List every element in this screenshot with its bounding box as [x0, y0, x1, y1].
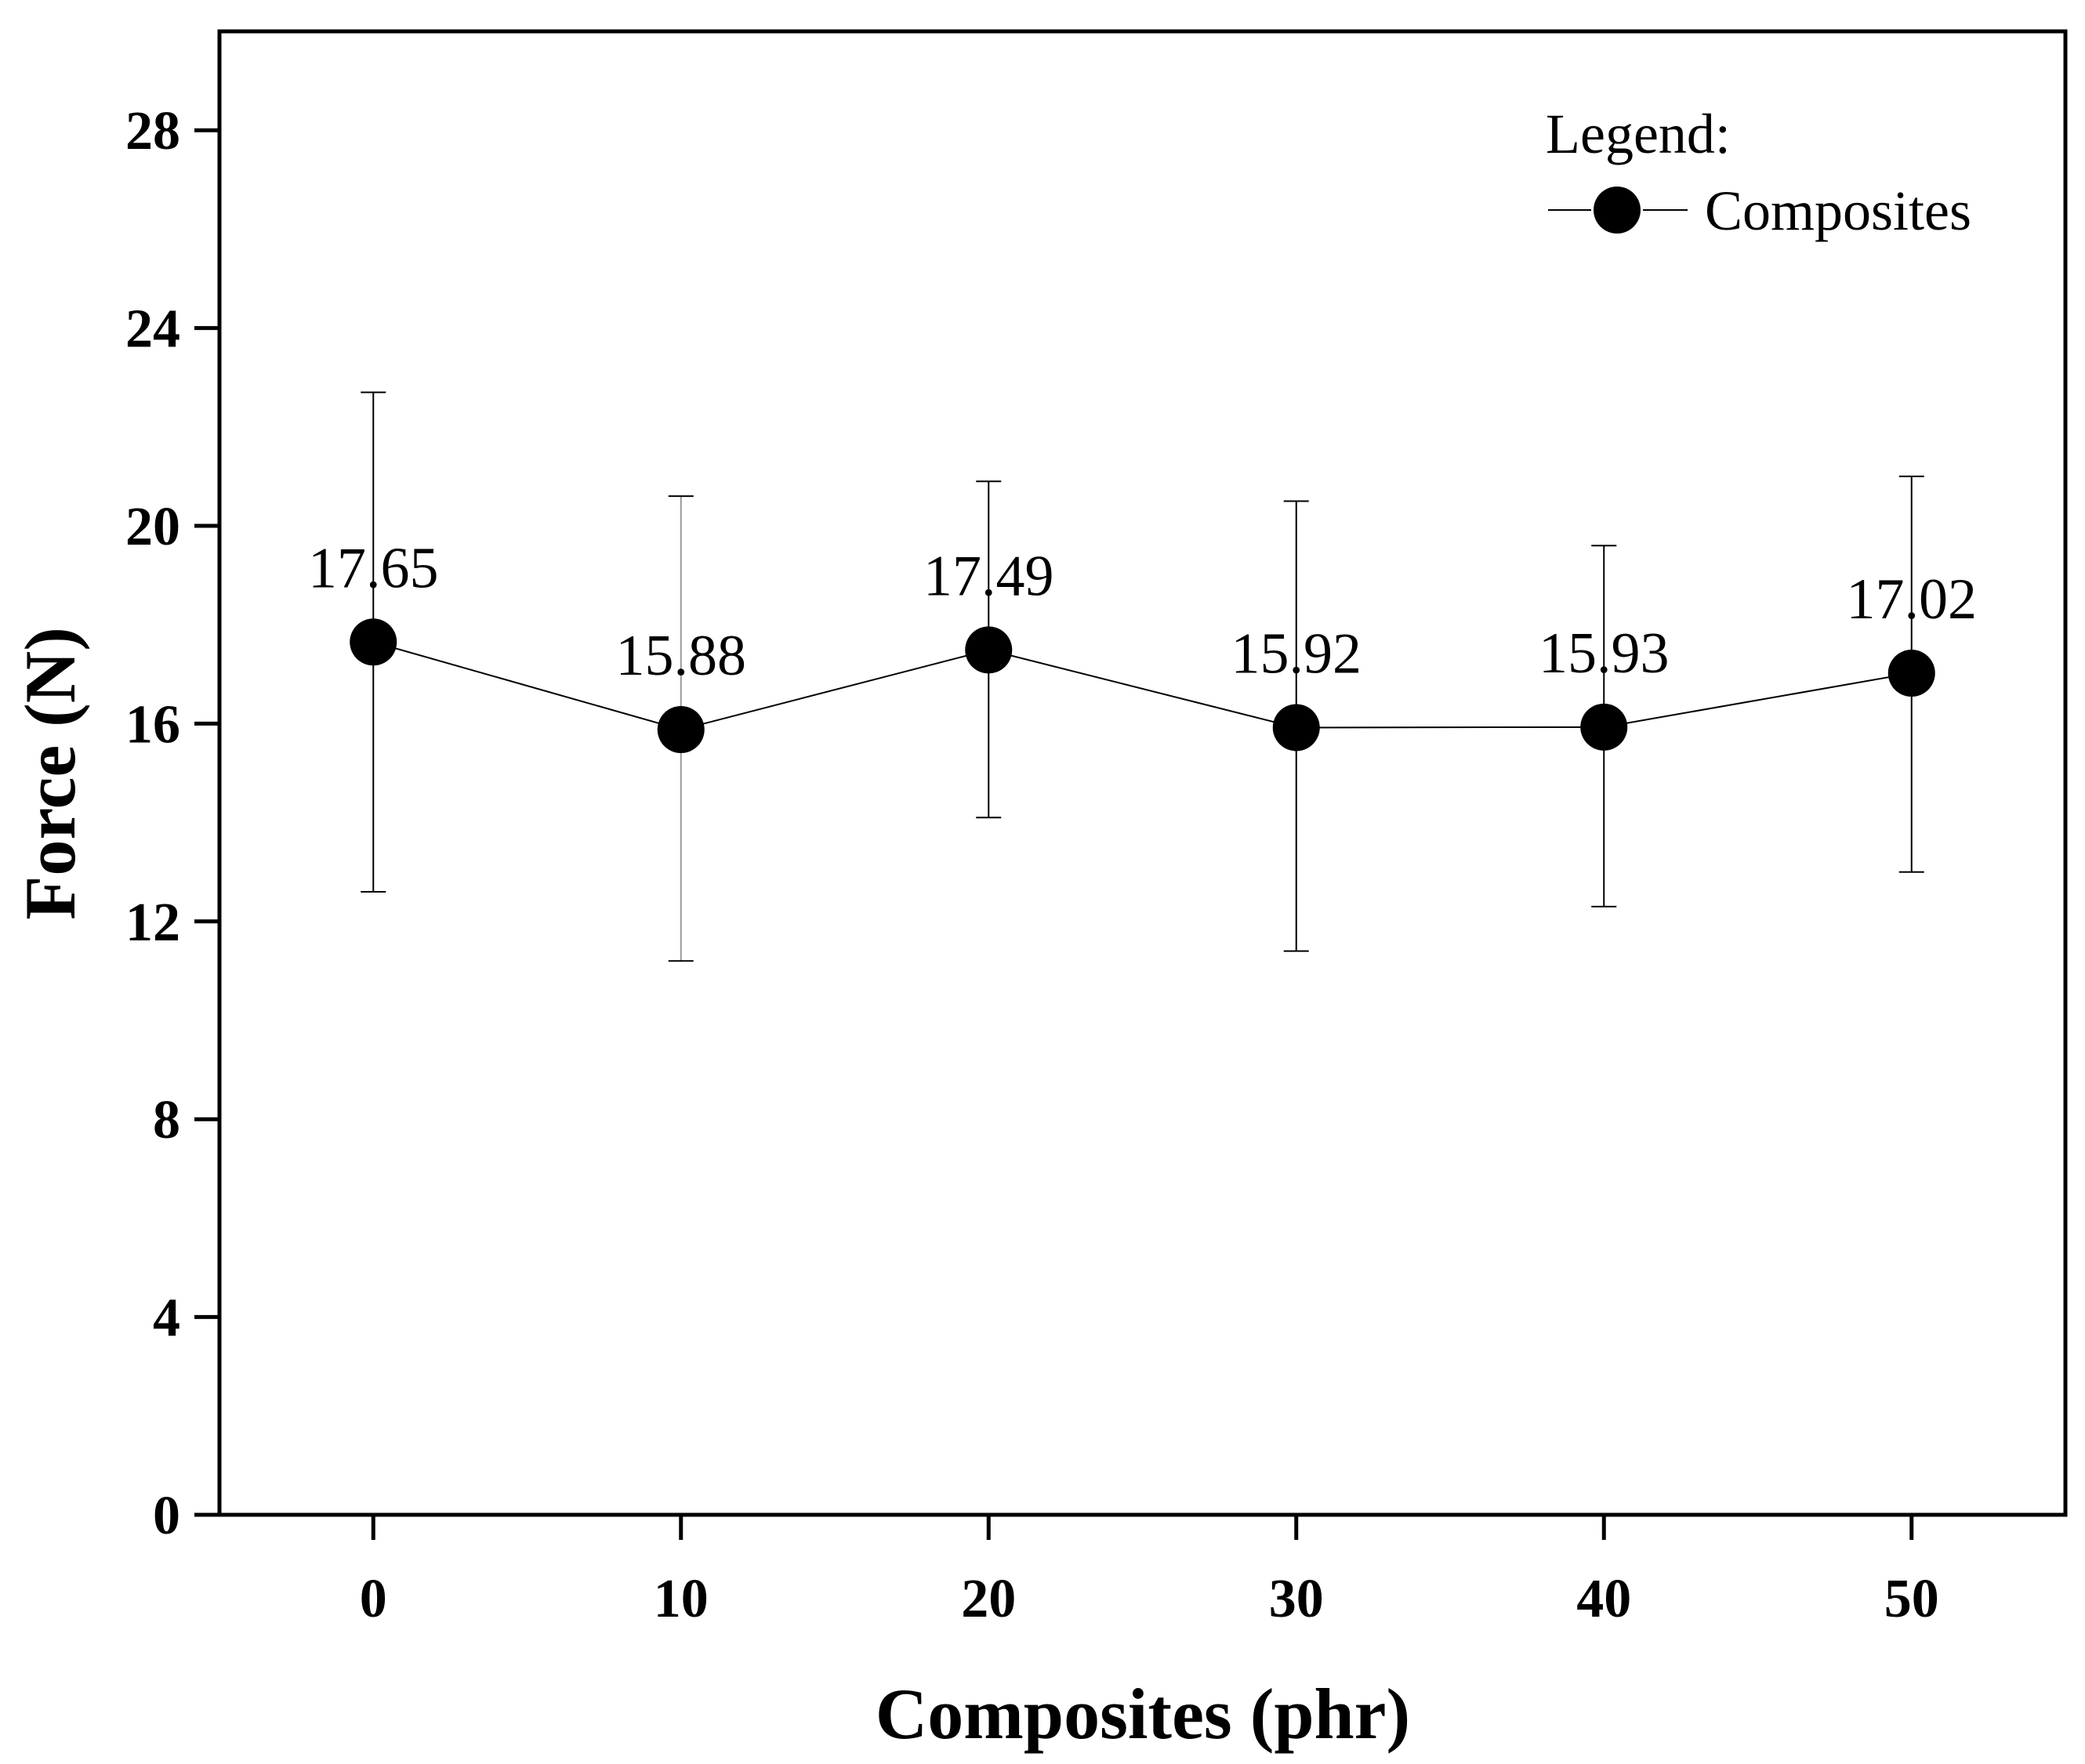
- legend-title: Legend:: [1546, 103, 1731, 165]
- data-point-10: [657, 705, 705, 753]
- markers: [350, 618, 1935, 753]
- plot-frame: [217, 29, 2068, 1517]
- legend-marker: [1594, 187, 1641, 234]
- y-tick-label-20: 20: [125, 497, 180, 557]
- y-tick-label-12: 12: [125, 893, 180, 953]
- data-point-50: [1887, 650, 1935, 697]
- y-tick-label-4: 4: [153, 1288, 180, 1349]
- data-label-20: 17.49: [923, 544, 1054, 608]
- x-tick-label-0: 0: [360, 1569, 387, 1629]
- x-tick-label-40: 40: [1576, 1569, 1631, 1629]
- y-axis: 0 4 8 12 16 20 24 28: [125, 101, 219, 1546]
- data-point-20: [965, 626, 1013, 674]
- x-tick-label-20: 20: [961, 1569, 1016, 1629]
- y-axis-title: Force (N): [10, 627, 90, 920]
- y-tick-label-16: 16: [125, 694, 180, 755]
- error-bars: [361, 391, 1924, 962]
- x-axis-title: Composites (phr): [876, 1674, 1410, 1754]
- data-label-50: 17.02: [1847, 567, 1978, 632]
- data-label-40: 15.93: [1539, 621, 1670, 686]
- legend: Legend: Composites: [1546, 103, 1971, 242]
- legend-entry-composites: Composites: [1705, 179, 1971, 242]
- data-point-0: [350, 618, 397, 666]
- x-tick-label-30: 30: [1269, 1569, 1324, 1629]
- data-label-10: 15.88: [616, 624, 747, 688]
- data-labels: 17.65 15.88 17.49 15.92 15.93 17.02: [308, 536, 1977, 688]
- y-tick-label-24: 24: [125, 299, 180, 360]
- x-tick-label-10: 10: [654, 1569, 709, 1629]
- y-tick-label-0: 0: [153, 1486, 180, 1546]
- series-line-composites: [372, 641, 1912, 731]
- data-label-30: 15.92: [1231, 621, 1362, 686]
- y-tick-label-28: 28: [125, 101, 180, 161]
- data-point-40: [1580, 703, 1628, 751]
- x-axis: 0 10 20 30 40 50: [360, 1515, 1939, 1629]
- x-tick-label-50: 50: [1884, 1569, 1939, 1629]
- y-tick-label-8: 8: [153, 1090, 180, 1150]
- data-point-30: [1272, 704, 1320, 752]
- data-label-0: 17.65: [308, 536, 439, 600]
